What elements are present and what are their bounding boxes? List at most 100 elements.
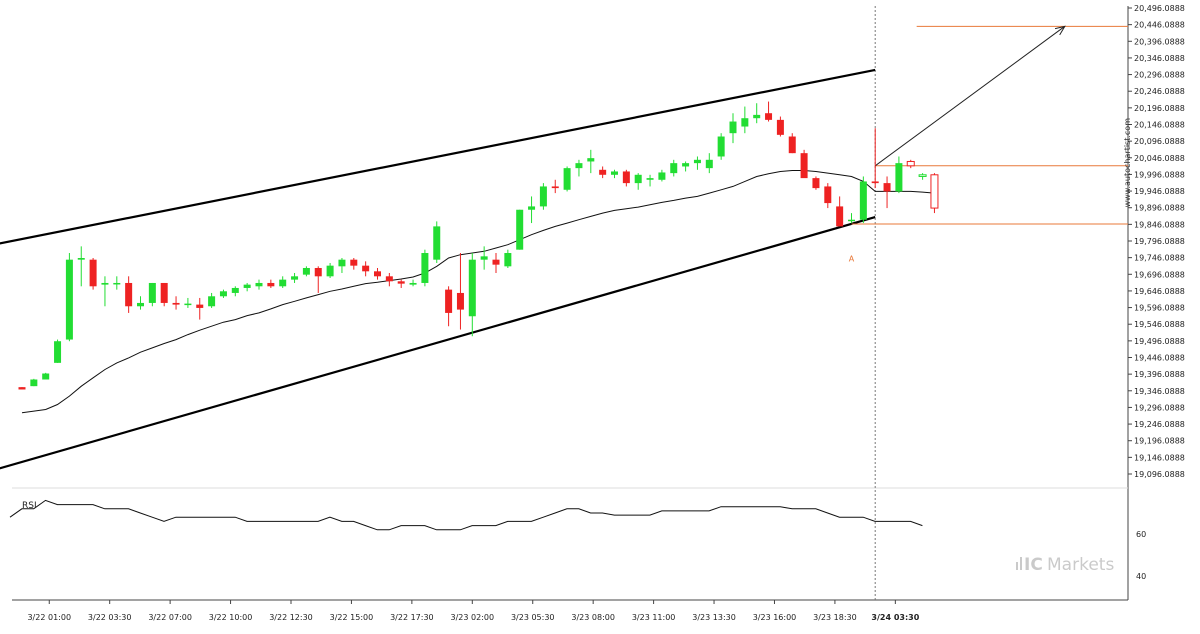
candle[interactable] bbox=[362, 261, 370, 277]
candle[interactable] bbox=[30, 378, 38, 387]
candle[interactable] bbox=[717, 133, 725, 160]
candle[interactable] bbox=[231, 286, 239, 297]
y-tick-label: 19,196.0888 bbox=[1134, 437, 1185, 446]
candle[interactable] bbox=[895, 156, 903, 194]
candle[interactable] bbox=[729, 113, 737, 144]
candle[interactable] bbox=[409, 279, 417, 287]
candle[interactable] bbox=[326, 262, 334, 278]
candle-body bbox=[895, 163, 903, 192]
candle[interactable] bbox=[859, 176, 867, 224]
candle[interactable] bbox=[314, 266, 322, 293]
y-tick-label: 19,796.0888 bbox=[1134, 237, 1185, 246]
candle[interactable] bbox=[575, 159, 583, 177]
candle[interactable] bbox=[918, 173, 927, 180]
candle[interactable] bbox=[421, 249, 429, 287]
candle[interactable] bbox=[611, 169, 618, 179]
candle[interactable] bbox=[125, 276, 133, 313]
candle[interactable] bbox=[397, 279, 405, 288]
candle-body bbox=[622, 171, 630, 184]
candle[interactable] bbox=[504, 249, 512, 268]
candle-body bbox=[918, 174, 927, 177]
candle[interactable] bbox=[42, 372, 50, 380]
candle[interactable] bbox=[670, 159, 678, 177]
candle-body bbox=[326, 265, 334, 277]
candle[interactable] bbox=[480, 246, 488, 270]
candle-body bbox=[741, 118, 749, 127]
candle[interactable] bbox=[89, 258, 97, 290]
candle[interactable] bbox=[255, 279, 263, 290]
candle[interactable] bbox=[741, 106, 749, 134]
candle[interactable] bbox=[113, 276, 121, 290]
candle[interactable] bbox=[646, 174, 654, 187]
candle[interactable] bbox=[634, 173, 642, 190]
y-tick-label: 19,346.0888 bbox=[1134, 387, 1185, 396]
candle[interactable] bbox=[219, 289, 227, 298]
candle[interactable] bbox=[812, 176, 820, 190]
x-tick-label: 3/22 12:30 bbox=[269, 613, 313, 622]
candle[interactable] bbox=[385, 272, 393, 287]
x-tick-label: 3/22 07:00 bbox=[148, 613, 192, 622]
candle[interactable] bbox=[765, 101, 773, 122]
candle[interactable] bbox=[433, 221, 441, 263]
candle[interactable] bbox=[824, 183, 832, 209]
candle[interactable] bbox=[836, 196, 844, 227]
candle[interactable] bbox=[516, 209, 524, 250]
candle[interactable] bbox=[374, 267, 381, 280]
candle[interactable] bbox=[101, 276, 109, 307]
candle-body bbox=[385, 276, 393, 282]
candle[interactable] bbox=[528, 196, 536, 224]
candle-body bbox=[836, 206, 844, 227]
candle[interactable] bbox=[445, 286, 453, 327]
candle[interactable] bbox=[871, 128, 879, 189]
y-tick-label: 19,596.0888 bbox=[1134, 304, 1185, 313]
candle[interactable] bbox=[184, 297, 192, 308]
candle[interactable] bbox=[622, 169, 630, 187]
candle-body bbox=[243, 284, 251, 288]
candle[interactable] bbox=[208, 292, 216, 308]
candle[interactable] bbox=[753, 103, 761, 124]
candle[interactable] bbox=[54, 339, 62, 363]
candle[interactable] bbox=[456, 253, 464, 330]
candle-body bbox=[125, 282, 133, 307]
candle[interactable] bbox=[883, 176, 891, 209]
candle[interactable] bbox=[77, 246, 85, 287]
candle[interactable] bbox=[800, 149, 808, 179]
candle[interactable] bbox=[682, 161, 690, 172]
candle[interactable] bbox=[693, 156, 701, 170]
candle-body bbox=[231, 287, 239, 293]
candle[interactable] bbox=[468, 253, 476, 337]
candle[interactable] bbox=[906, 159, 915, 169]
y-tick-label: 19,946.0888 bbox=[1134, 187, 1185, 196]
candle[interactable] bbox=[350, 258, 358, 270]
candle[interactable] bbox=[705, 153, 713, 174]
candle[interactable] bbox=[18, 387, 26, 390]
rsi-label: RSI bbox=[22, 501, 37, 511]
candle[interactable] bbox=[137, 296, 144, 310]
candle[interactable] bbox=[243, 282, 251, 292]
candle-body bbox=[445, 289, 453, 313]
candle[interactable] bbox=[196, 297, 204, 320]
candle[interactable] bbox=[776, 116, 784, 137]
candle[interactable] bbox=[658, 169, 666, 182]
candle[interactable] bbox=[563, 166, 571, 192]
candle[interactable] bbox=[148, 282, 156, 307]
candle[interactable] bbox=[291, 272, 299, 283]
candle[interactable] bbox=[160, 282, 168, 307]
candle[interactable] bbox=[302, 266, 310, 277]
candle[interactable] bbox=[492, 253, 500, 273]
candle[interactable] bbox=[338, 258, 346, 273]
candle[interactable] bbox=[279, 276, 287, 288]
candle[interactable] bbox=[267, 279, 275, 288]
candle[interactable] bbox=[848, 213, 855, 224]
candle[interactable] bbox=[65, 253, 73, 342]
candle-body bbox=[504, 253, 512, 267]
candle[interactable] bbox=[599, 166, 607, 179]
candle[interactable] bbox=[930, 173, 939, 214]
candle-body bbox=[101, 282, 109, 285]
candle[interactable] bbox=[539, 183, 547, 210]
candle[interactable] bbox=[788, 133, 796, 154]
candle[interactable] bbox=[551, 179, 559, 194]
candle[interactable] bbox=[587, 149, 595, 174]
candle[interactable] bbox=[172, 296, 180, 310]
